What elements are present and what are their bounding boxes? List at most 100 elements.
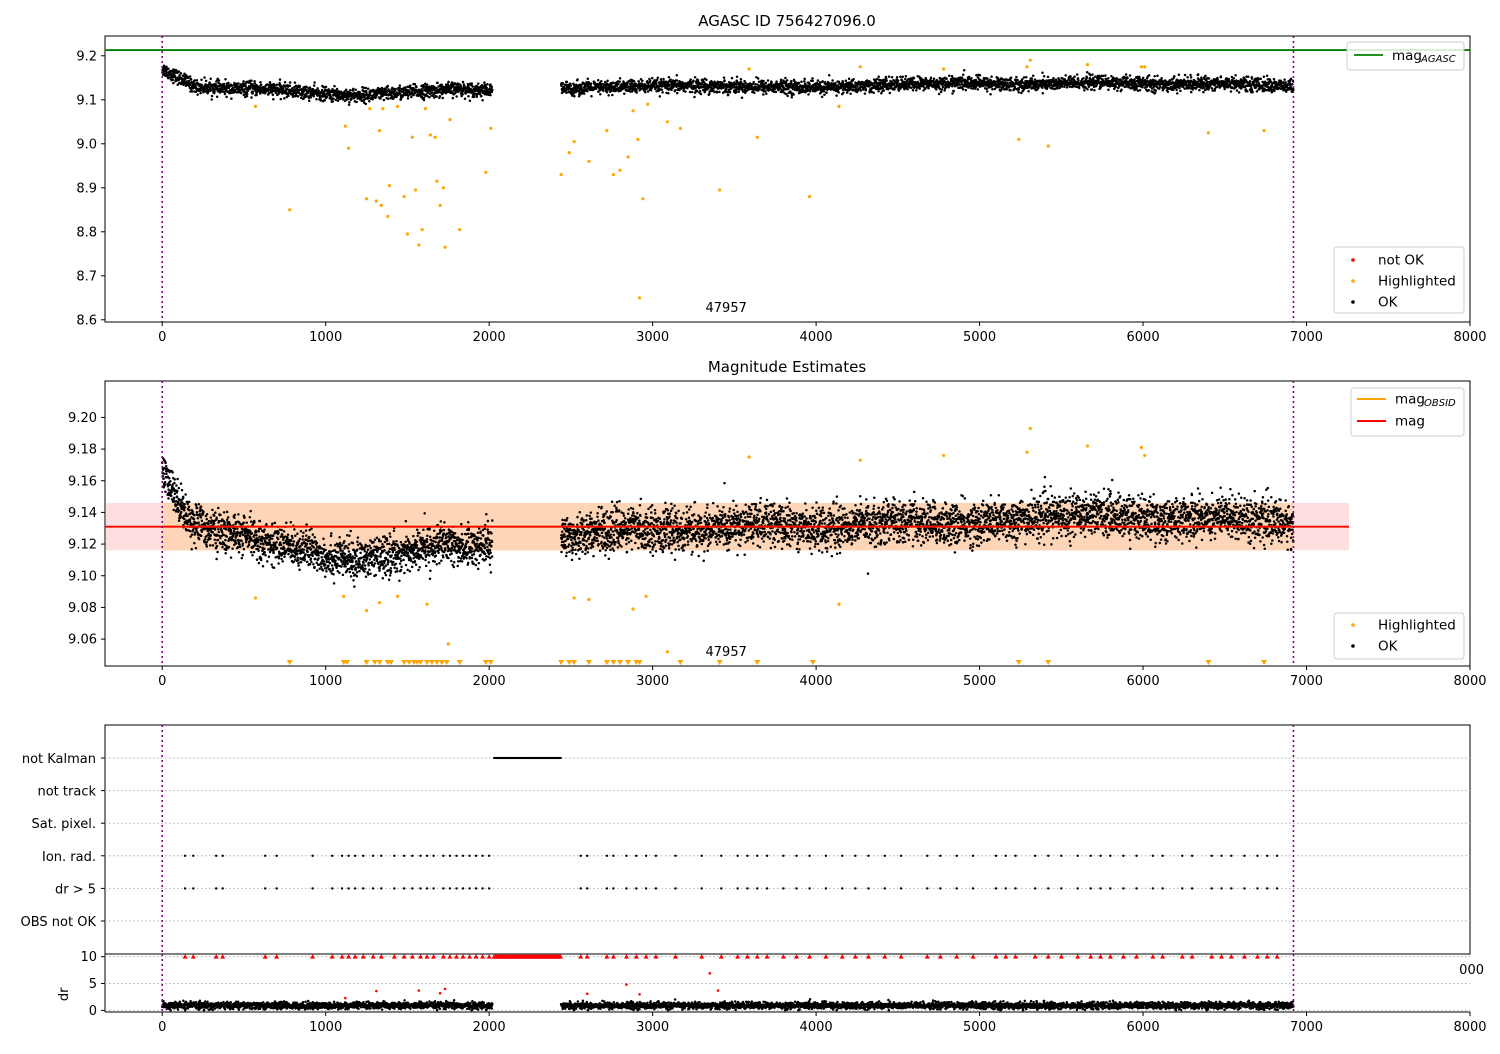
ok-point <box>1091 73 1094 76</box>
ok-point <box>1085 71 1089 74</box>
ok-point <box>187 79 191 83</box>
ok-point <box>951 92 954 95</box>
ok-point <box>332 97 335 100</box>
ok-point <box>1234 86 1238 89</box>
ok-point <box>438 95 442 98</box>
ok-point <box>312 84 316 87</box>
ok-point <box>251 92 254 95</box>
ok-point <box>1153 91 1157 95</box>
ok-point <box>775 80 778 83</box>
ok-point <box>347 103 351 107</box>
ok-point <box>756 83 759 86</box>
ok-point <box>753 91 756 95</box>
ok-point <box>906 87 909 91</box>
ok-point <box>1262 75 1266 78</box>
ok-point <box>770 81 773 85</box>
ok-point <box>656 76 660 79</box>
ok-point <box>178 74 181 77</box>
ok-point <box>1086 88 1089 91</box>
ok-point <box>960 76 964 79</box>
ok-point <box>808 90 812 93</box>
ok-point <box>1073 75 1076 78</box>
ok-point <box>1093 88 1096 92</box>
ok-point <box>863 92 867 95</box>
ok-point <box>947 74 951 77</box>
ok-point <box>1210 87 1214 90</box>
ok-point <box>941 85 945 89</box>
ok-point <box>996 76 1000 80</box>
ok-point <box>215 95 219 98</box>
panel-agasc-title: AGASC ID 756427096.0 <box>698 12 876 30</box>
ok-point <box>1239 87 1243 90</box>
ok-point <box>718 90 721 94</box>
ok-point <box>296 95 300 98</box>
ok-point <box>910 86 913 90</box>
ok-point <box>1009 76 1013 80</box>
ok-point <box>283 81 287 84</box>
ok-point <box>1259 77 1263 81</box>
ok-point <box>596 78 600 82</box>
ok-point <box>1246 89 1249 93</box>
ok-point <box>915 89 918 92</box>
ok-point <box>1173 75 1176 78</box>
ok-point <box>253 82 256 85</box>
ok-point <box>253 80 256 83</box>
ok-point <box>1082 76 1085 80</box>
ok-point <box>606 79 609 82</box>
ok-point <box>576 78 579 81</box>
ok-point <box>1041 71 1044 74</box>
ok-point <box>202 91 205 94</box>
ok-point <box>1104 74 1107 77</box>
ok-point <box>821 80 824 83</box>
ok-point <box>886 88 890 91</box>
ok-point <box>1196 73 1200 76</box>
ok-point <box>224 77 227 81</box>
ok-point <box>790 95 794 99</box>
ok-point <box>165 71 168 74</box>
ok-point <box>662 77 665 81</box>
ok-point <box>259 81 262 84</box>
ok-point <box>762 93 765 96</box>
ok-point <box>237 82 240 85</box>
ok-point <box>1076 77 1080 80</box>
ok-point <box>475 95 479 98</box>
ok-point <box>1141 76 1145 80</box>
ok-point <box>316 87 319 90</box>
ok-point <box>790 79 793 83</box>
ok-point <box>962 69 966 72</box>
ok-point <box>698 89 702 93</box>
ok-point <box>1229 90 1233 93</box>
ok-point <box>436 81 439 85</box>
ok-point <box>1183 73 1187 77</box>
ok-point <box>480 94 483 98</box>
ok-point <box>792 93 795 96</box>
ok-point <box>945 77 948 80</box>
ok-point <box>600 80 603 83</box>
ok-point <box>471 85 474 88</box>
ok-point <box>744 81 747 85</box>
ok-point <box>1083 89 1086 92</box>
ok-point <box>565 80 569 84</box>
ok-point <box>259 90 263 94</box>
ok-point <box>225 95 228 99</box>
ok-point <box>847 77 851 81</box>
ok-point <box>421 90 424 93</box>
ok-point <box>186 76 190 80</box>
ok-point <box>468 99 472 103</box>
ok-point <box>268 80 272 84</box>
ok-point <box>227 81 230 85</box>
ok-point <box>1237 91 1241 94</box>
ok-point <box>278 78 282 81</box>
ok-point <box>1254 86 1257 89</box>
ok-point <box>1255 90 1259 93</box>
ok-point <box>582 92 586 95</box>
ok-point <box>288 81 292 84</box>
ok-point <box>990 75 993 78</box>
ok-point <box>896 79 900 82</box>
ok-point <box>308 86 312 89</box>
ok-point <box>386 84 390 88</box>
ok-point <box>690 90 694 94</box>
ok-point <box>1272 77 1276 81</box>
ok-point <box>208 81 211 84</box>
